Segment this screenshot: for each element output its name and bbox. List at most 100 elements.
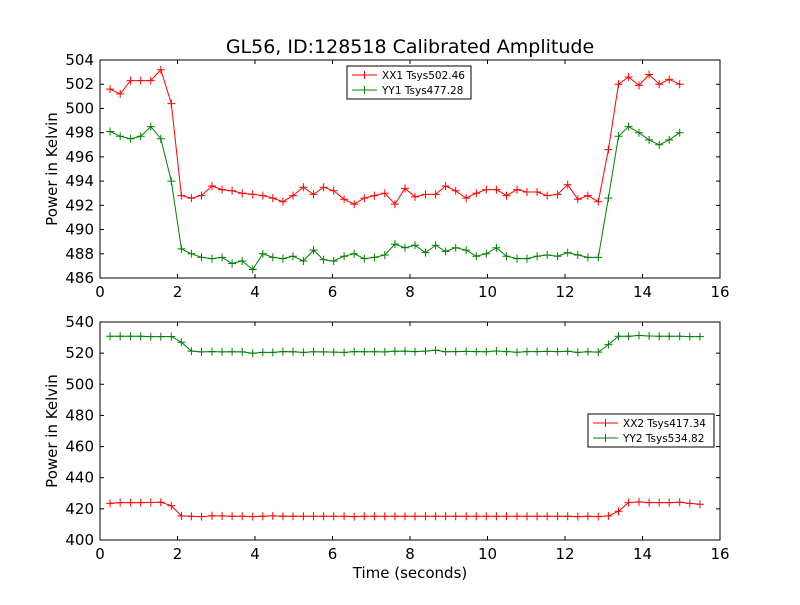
legend-box <box>587 413 715 448</box>
data-point-marker <box>685 332 694 341</box>
data-point-marker <box>472 512 481 521</box>
data-point-marker <box>594 512 603 521</box>
data-point-marker <box>543 191 552 200</box>
data-point-marker <box>238 189 247 198</box>
data-point-marker <box>268 253 277 262</box>
data-point-marker <box>563 512 572 521</box>
data-point-marker <box>390 347 399 356</box>
data-point-marker <box>401 243 409 252</box>
data-point-marker <box>533 188 542 196</box>
data-point-marker <box>411 241 419 250</box>
data-point-marker <box>421 248 430 257</box>
data-point-marker <box>451 186 460 195</box>
data-point-marker <box>401 512 409 521</box>
data-point-marker <box>462 246 471 255</box>
x-tick-label: 8 <box>405 545 415 563</box>
data-point-marker <box>553 190 562 199</box>
data-point-marker <box>329 512 338 521</box>
data-point-marker <box>462 512 471 521</box>
data-point-marker <box>187 194 196 203</box>
data-point-marker <box>451 243 460 252</box>
data-point-marker <box>370 512 379 521</box>
y-tick-label: 420 <box>65 500 94 518</box>
data-point-marker <box>675 332 684 341</box>
data-point-marker <box>187 249 196 258</box>
data-point-marker <box>411 192 419 201</box>
y-tick-label: 498 <box>65 124 94 142</box>
y-tick-label: 440 <box>65 469 94 487</box>
data-point-marker <box>370 191 379 200</box>
data-point-marker <box>583 512 592 521</box>
series-1-1 <box>106 65 684 209</box>
data-point-marker <box>329 257 338 265</box>
data-point-marker <box>340 348 349 357</box>
y-axis-label: Power in Kelvin <box>43 374 61 488</box>
data-point-marker <box>116 498 125 507</box>
data-point-marker <box>340 195 349 204</box>
data-point-marker <box>624 122 633 131</box>
data-point-marker <box>106 499 115 508</box>
data-point-marker <box>583 253 592 262</box>
data-point-marker <box>543 347 552 356</box>
x-tick-label: 6 <box>328 545 338 563</box>
legend: XX1 Tsys502.46 YY1 Tsys477.28 <box>346 65 472 100</box>
data-point-marker <box>513 348 521 357</box>
data-point-marker <box>218 185 227 194</box>
y-tick-label: 504 <box>65 51 94 69</box>
y-axis-label: Power in Kelvin <box>43 112 61 226</box>
figure-title: GL56, ID:128518 Calibrated Amplitude <box>226 36 594 58</box>
data-point-marker <box>502 252 511 261</box>
data-point-marker <box>594 348 603 357</box>
data-point-marker <box>350 347 359 356</box>
data-point-marker <box>380 251 389 259</box>
data-point-marker <box>573 251 582 259</box>
x-tick-label: 2 <box>173 283 183 301</box>
series-1-2 <box>106 122 684 274</box>
data-point-marker <box>441 347 450 356</box>
data-point-marker <box>309 512 318 521</box>
data-point-marker <box>278 254 287 263</box>
data-point-marker <box>278 347 287 356</box>
data-point-marker <box>197 253 206 262</box>
data-point-marker <box>218 511 227 520</box>
data-point-marker <box>228 512 237 521</box>
data-point-marker <box>553 347 562 356</box>
data-point-marker <box>208 254 216 263</box>
data-point-marker <box>187 512 196 521</box>
y-tick-label: 490 <box>65 221 94 239</box>
data-point-marker <box>319 183 328 192</box>
data-point-marker <box>156 134 165 143</box>
data-point-marker <box>543 512 552 521</box>
data-point-marker <box>208 511 216 520</box>
data-point-marker <box>421 190 430 199</box>
data-point-marker <box>126 76 135 85</box>
y-tick-label: 494 <box>65 172 94 190</box>
y-tick-label: 460 <box>65 438 94 456</box>
data-point-marker <box>289 512 297 521</box>
data-point-marker <box>106 85 115 94</box>
data-point-marker <box>462 347 471 356</box>
data-point-marker <box>390 200 399 209</box>
data-point-marker <box>635 128 643 137</box>
x-tick-label: 10 <box>478 283 497 301</box>
legend-label: YY2 Tsys534.82 <box>622 433 704 445</box>
data-point-marker <box>370 253 379 262</box>
data-point-marker <box>573 512 582 521</box>
data-point-marker <box>645 498 654 507</box>
legend: XX2 Tsys417.34 YY2 Tsys534.82 <box>587 413 715 448</box>
x-tick-label: 8 <box>405 283 415 301</box>
data-point-marker <box>319 512 328 521</box>
data-point-marker <box>360 347 369 356</box>
data-point-marker <box>228 186 237 195</box>
data-point-marker <box>116 132 125 141</box>
data-point-marker <box>248 512 257 521</box>
data-point-marker <box>451 347 460 356</box>
data-point-marker <box>492 243 501 252</box>
data-point-marker <box>502 191 511 200</box>
data-point-marker <box>462 194 471 203</box>
legend-marker <box>360 71 369 79</box>
data-point-marker <box>665 135 674 144</box>
data-point-marker <box>299 348 308 357</box>
data-point-marker <box>655 498 664 507</box>
data-point-marker <box>482 512 491 521</box>
